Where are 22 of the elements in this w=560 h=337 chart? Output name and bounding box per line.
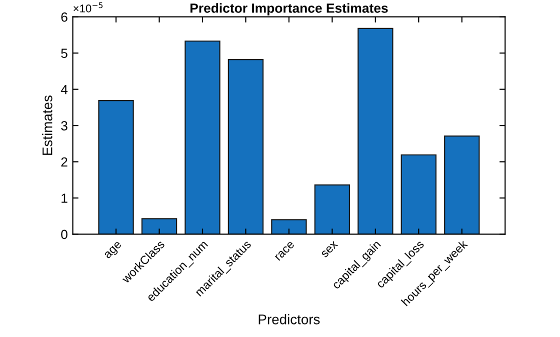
y-tick-label: 5 [61,48,68,58]
bar [314,184,350,234]
x-axis-title: Predictors [258,314,320,324]
x-tick-label: race [274,241,295,261]
bar [358,28,394,234]
chart-title: Predictor Importance Estimates [190,3,388,16]
y-tick-label: 3 [61,121,68,130]
y-tick-label: 4 [60,85,68,94]
y-tick-label: 0 [61,230,68,240]
y-tick-label: 2 [61,157,68,167]
bar [228,59,264,234]
bar [400,154,437,234]
bar [184,40,220,234]
bar [271,219,307,234]
bar [141,218,178,234]
bar [98,100,134,234]
y-tick-label: 6 [61,12,68,22]
text: ×10$^{−5}$ [74,2,103,12]
y-tick-label: 1 [62,194,68,203]
bar [444,135,480,234]
y-axis-title: Estimates [42,96,52,155]
x-tick-label: age [104,241,124,260]
